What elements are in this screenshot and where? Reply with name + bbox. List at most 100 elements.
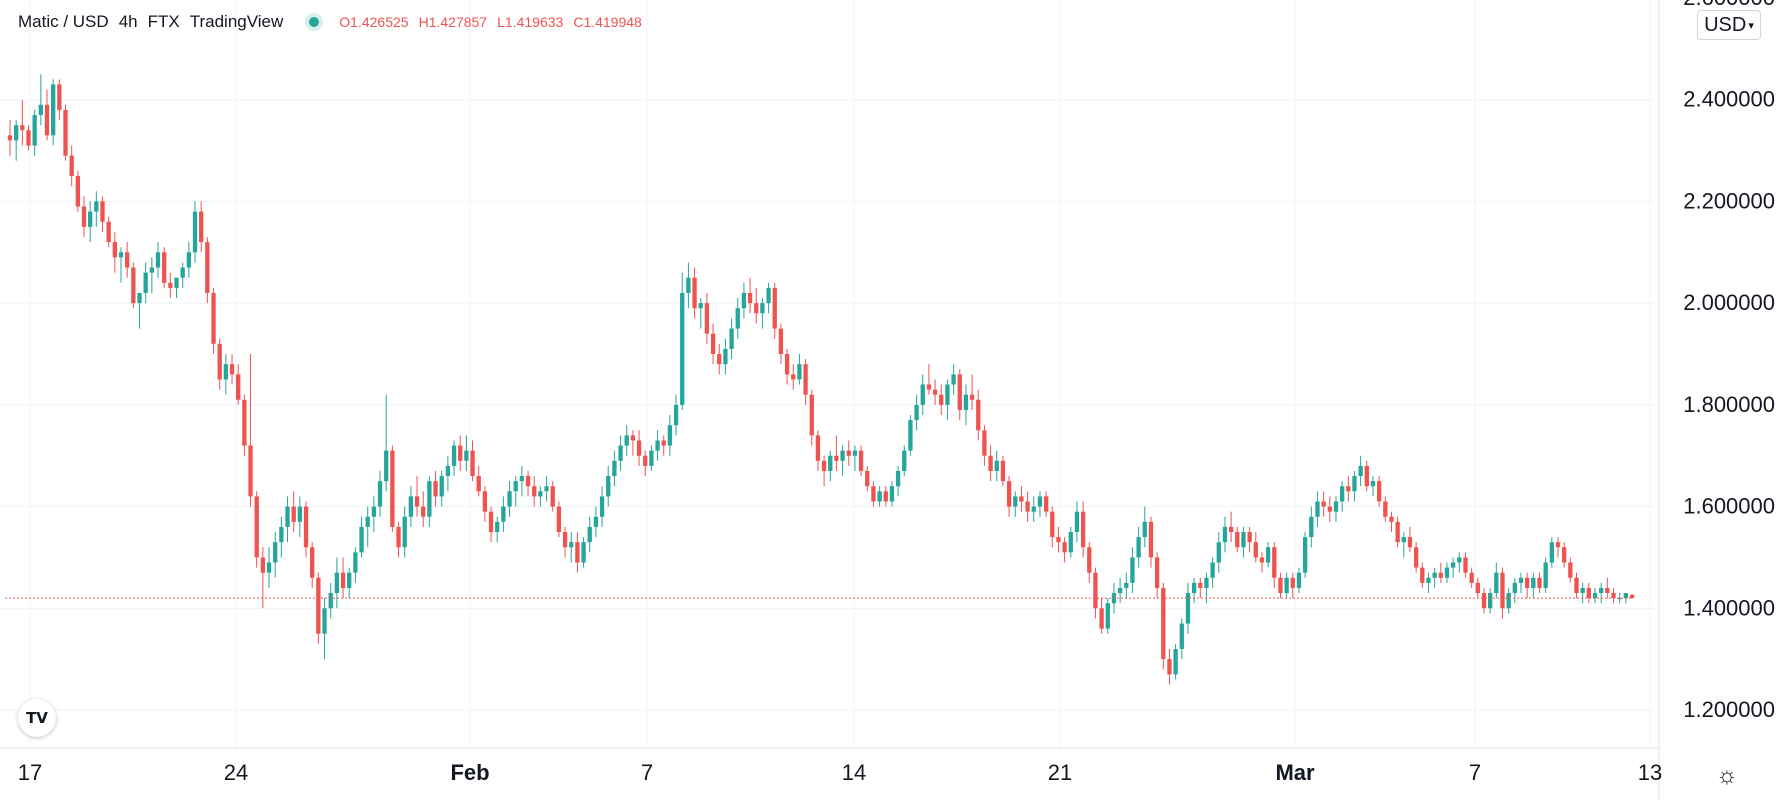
candle-body bbox=[340, 572, 346, 588]
candle-body bbox=[168, 282, 173, 288]
candle-body bbox=[1148, 521, 1154, 558]
candle bbox=[562, 526, 568, 558]
candle bbox=[649, 445, 654, 471]
candle bbox=[624, 425, 629, 456]
candle bbox=[569, 532, 574, 563]
candle-body bbox=[1031, 506, 1036, 512]
candle bbox=[513, 476, 518, 507]
currency-button[interactable]: USD ▾ bbox=[1697, 10, 1761, 40]
candle-body bbox=[1056, 537, 1061, 543]
candle bbox=[1457, 552, 1462, 573]
candle bbox=[784, 348, 790, 385]
candle-body bbox=[1469, 572, 1474, 583]
candle-body bbox=[1210, 562, 1215, 578]
candle-body bbox=[513, 481, 518, 492]
candle bbox=[476, 465, 481, 497]
symbol-title[interactable]: Matic / USD bbox=[18, 12, 109, 31]
y-tick-label: 1.800000 bbox=[1683, 392, 1775, 417]
candle-body bbox=[88, 211, 93, 227]
candle bbox=[1376, 476, 1382, 507]
time-scale[interactable]: 17 24 Feb 7 14 21 Mar 7 13 bbox=[18, 760, 1662, 785]
candle bbox=[926, 364, 932, 395]
candle-body bbox=[1487, 593, 1493, 609]
candle-body bbox=[439, 476, 444, 497]
candle-body bbox=[908, 420, 913, 451]
candle-body bbox=[1315, 501, 1320, 517]
candle bbox=[1309, 506, 1314, 548]
candle bbox=[100, 196, 105, 232]
candle bbox=[464, 435, 469, 471]
candle bbox=[1562, 542, 1567, 568]
price-scale[interactable]: 2.600000 2.400000 2.200000 2.000000 1.800000… bbox=[1683, 0, 1775, 722]
candle-body bbox=[544, 486, 549, 492]
candle bbox=[470, 440, 475, 482]
candle-body bbox=[784, 354, 790, 375]
candle-body bbox=[1037, 496, 1043, 507]
candle bbox=[821, 455, 827, 487]
candle-body bbox=[186, 252, 192, 268]
candle-body bbox=[1438, 572, 1443, 578]
candle bbox=[963, 384, 969, 426]
candle bbox=[1068, 526, 1073, 558]
candle-body bbox=[1352, 476, 1357, 492]
candle-body bbox=[149, 267, 155, 273]
candle bbox=[1352, 470, 1357, 502]
candle bbox=[174, 277, 179, 299]
candle bbox=[248, 354, 253, 507]
candle bbox=[155, 242, 161, 278]
candle-body bbox=[1395, 521, 1400, 543]
candle bbox=[1198, 577, 1203, 599]
candles-layer[interactable] bbox=[7, 74, 1635, 685]
candle bbox=[168, 272, 173, 299]
candle bbox=[1568, 557, 1573, 583]
candle bbox=[1549, 537, 1554, 568]
candle-body bbox=[1050, 511, 1055, 538]
candle bbox=[1080, 501, 1086, 558]
candle bbox=[969, 374, 975, 410]
candle-body bbox=[488, 511, 494, 532]
candle bbox=[433, 470, 438, 507]
candle bbox=[717, 343, 722, 375]
candle bbox=[211, 287, 216, 354]
candle bbox=[858, 445, 864, 477]
candle bbox=[778, 323, 784, 365]
candle bbox=[1407, 526, 1413, 553]
tradingview-logo-icon[interactable]: TV bbox=[18, 699, 56, 737]
candle-body bbox=[248, 445, 253, 497]
candle bbox=[1611, 587, 1616, 604]
candle-body bbox=[1605, 587, 1610, 594]
candle bbox=[439, 470, 444, 507]
candle-body bbox=[569, 542, 574, 548]
candle bbox=[1512, 577, 1517, 604]
candle-body bbox=[501, 506, 506, 522]
candle bbox=[772, 282, 777, 339]
gear-icon[interactable]: ☼ bbox=[1716, 762, 1738, 789]
candle bbox=[495, 516, 500, 543]
candle bbox=[791, 364, 796, 390]
candle bbox=[38, 74, 43, 126]
candle bbox=[914, 394, 919, 431]
candle bbox=[1136, 526, 1141, 568]
candle bbox=[149, 257, 155, 293]
candle bbox=[285, 496, 290, 543]
candle-body bbox=[75, 176, 80, 207]
candle bbox=[1555, 537, 1561, 558]
candle bbox=[192, 201, 198, 263]
interval-label[interactable]: 4h bbox=[118, 12, 138, 31]
candle bbox=[1543, 557, 1548, 594]
candle-body bbox=[1481, 593, 1487, 609]
candle-body bbox=[1518, 577, 1524, 583]
candle-body bbox=[229, 364, 235, 375]
candle-body bbox=[704, 303, 710, 334]
candle bbox=[1358, 455, 1363, 487]
candle-body bbox=[223, 364, 229, 380]
candle bbox=[1142, 506, 1147, 548]
candle bbox=[544, 476, 549, 502]
candle bbox=[1056, 526, 1061, 553]
candle-body bbox=[365, 516, 370, 527]
candle bbox=[507, 481, 512, 517]
candle bbox=[1013, 491, 1018, 517]
candle bbox=[223, 354, 229, 395]
